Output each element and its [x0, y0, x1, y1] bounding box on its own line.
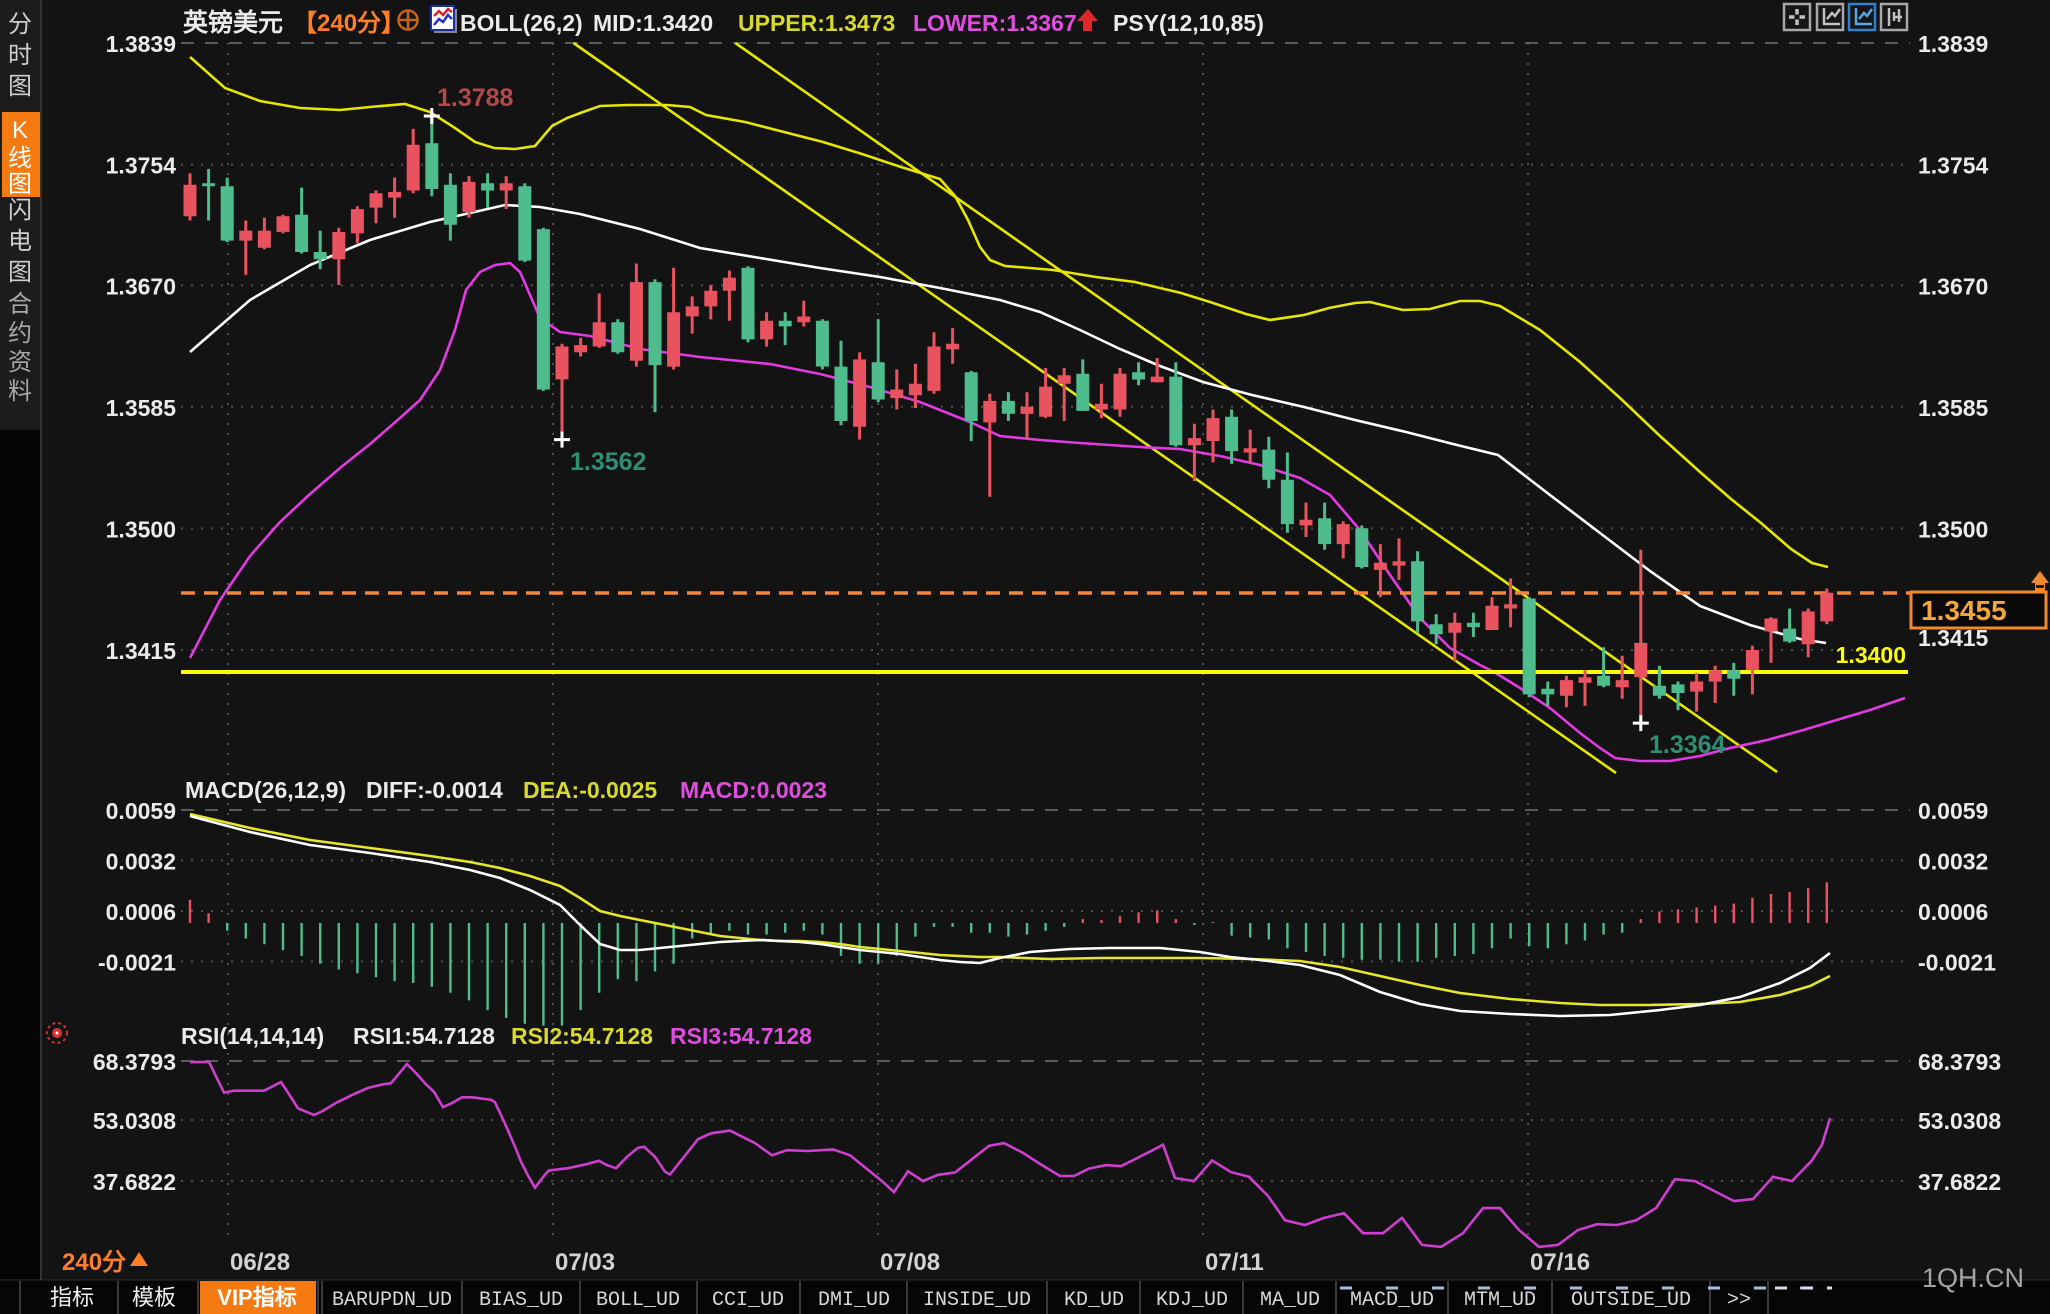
- svg-text:OUTSIDE_UD: OUTSIDE_UD: [1571, 1289, 1691, 1312]
- svg-text:闪: 闪: [8, 197, 32, 224]
- svg-text:CCI_UD: CCI_UD: [712, 1289, 784, 1312]
- svg-text:BOLL_UD: BOLL_UD: [596, 1289, 680, 1312]
- svg-text:VIP指标: VIP指标: [217, 1285, 296, 1310]
- svg-text:BIAS_UD: BIAS_UD: [479, 1289, 563, 1312]
- svg-text:0.0032: 0.0032: [106, 849, 176, 875]
- svg-text:0.0006: 0.0006: [1918, 899, 1988, 925]
- svg-text:BARUPDN_UD: BARUPDN_UD: [332, 1289, 452, 1312]
- svg-text:68.3793: 68.3793: [1918, 1049, 2001, 1075]
- svg-text:1.3415: 1.3415: [106, 638, 177, 664]
- svg-text:07/03: 07/03: [555, 1249, 615, 1276]
- svg-text:240分: 240分: [62, 1249, 126, 1276]
- svg-text:DEA:-0.0025: DEA:-0.0025: [523, 777, 657, 803]
- svg-text:BOLL(26,2): BOLL(26,2): [460, 10, 583, 36]
- svg-text:合: 合: [8, 291, 32, 318]
- svg-text:37.6822: 37.6822: [1918, 1169, 2001, 1195]
- svg-text:料: 料: [8, 378, 32, 405]
- svg-text:MACD(26,12,9): MACD(26,12,9): [185, 777, 346, 803]
- svg-text:1.3455: 1.3455: [1921, 595, 2007, 626]
- svg-text:约: 约: [8, 320, 32, 347]
- svg-text:MID:1.3420: MID:1.3420: [593, 10, 713, 36]
- svg-text:图: 图: [8, 171, 32, 198]
- svg-text:MA_UD: MA_UD: [1260, 1289, 1320, 1312]
- svg-text:MTM_UD: MTM_UD: [1464, 1289, 1536, 1312]
- svg-text:1.3400: 1.3400: [1836, 642, 1906, 668]
- svg-text:1.3585: 1.3585: [1918, 395, 1989, 421]
- svg-text:0.0059: 0.0059: [106, 798, 176, 824]
- svg-text:53.0308: 53.0308: [1918, 1108, 2001, 1134]
- svg-text:07/11: 07/11: [1205, 1249, 1264, 1276]
- svg-text:68.3793: 68.3793: [93, 1049, 176, 1075]
- svg-text:DMI_UD: DMI_UD: [818, 1289, 890, 1312]
- svg-text:图: 图: [8, 73, 32, 100]
- svg-text:1.3500: 1.3500: [1918, 516, 1988, 542]
- svg-text:>>: >>: [1727, 1289, 1751, 1312]
- svg-text:资: 资: [8, 349, 32, 376]
- svg-text:RSI3:54.7128: RSI3:54.7128: [670, 1023, 812, 1049]
- svg-text:1.3585: 1.3585: [106, 395, 177, 421]
- svg-text:RSI1:54.7128: RSI1:54.7128: [353, 1023, 495, 1049]
- svg-text:1.3562: 1.3562: [570, 448, 646, 476]
- svg-text:07/16: 07/16: [1530, 1249, 1590, 1276]
- svg-text:KD_UD: KD_UD: [1064, 1289, 1124, 1312]
- svg-text:LOWER:1.3367: LOWER:1.3367: [913, 10, 1077, 36]
- svg-text:1.3839: 1.3839: [1918, 31, 1988, 57]
- svg-text:1.3788: 1.3788: [437, 84, 514, 112]
- svg-text:UPPER:1.3473: UPPER:1.3473: [738, 10, 895, 36]
- svg-text:INSIDE_UD: INSIDE_UD: [923, 1289, 1031, 1312]
- svg-text:RSI2:54.7128: RSI2:54.7128: [511, 1023, 653, 1049]
- svg-text:【240分】: 【240分】: [293, 10, 405, 37]
- svg-text:RSI(14,14,14): RSI(14,14,14): [181, 1023, 324, 1049]
- svg-text:1.3670: 1.3670: [106, 273, 176, 299]
- svg-text:模板: 模板: [132, 1285, 176, 1310]
- svg-text:分: 分: [8, 11, 32, 38]
- svg-text:1.3754: 1.3754: [106, 153, 177, 179]
- svg-text:英镑美元: 英镑美元: [183, 8, 283, 37]
- svg-text:0.0059: 0.0059: [1918, 798, 1988, 824]
- svg-text:1.3670: 1.3670: [1918, 273, 1988, 299]
- svg-text:07/08: 07/08: [880, 1249, 940, 1276]
- svg-text:KDJ_UD: KDJ_UD: [1156, 1289, 1228, 1312]
- svg-text:1.3364: 1.3364: [1649, 731, 1726, 759]
- svg-text:DIFF:-0.0014: DIFF:-0.0014: [366, 777, 503, 803]
- svg-text:K: K: [12, 117, 28, 144]
- svg-text:指标: 指标: [50, 1285, 94, 1310]
- svg-text:MACD:0.0023: MACD:0.0023: [680, 777, 827, 803]
- svg-text:53.0308: 53.0308: [93, 1108, 176, 1134]
- svg-text:1.3500: 1.3500: [106, 516, 176, 542]
- svg-text:-0.0021: -0.0021: [1918, 950, 1996, 976]
- svg-text:1QH.CN: 1QH.CN: [1922, 1263, 2024, 1293]
- svg-text:PSY(12,10,85): PSY(12,10,85): [1113, 10, 1264, 36]
- svg-text:0.0032: 0.0032: [1918, 849, 1988, 875]
- svg-text:1.3754: 1.3754: [1918, 153, 1989, 179]
- svg-text:图: 图: [8, 259, 32, 286]
- svg-text:MACD_UD: MACD_UD: [1350, 1289, 1434, 1312]
- svg-text:-0.0021: -0.0021: [98, 950, 176, 976]
- svg-text:时: 时: [8, 42, 32, 69]
- svg-text:线: 线: [8, 145, 32, 172]
- svg-text:电: 电: [8, 228, 32, 255]
- svg-text:0.0006: 0.0006: [106, 899, 176, 925]
- svg-text:37.6822: 37.6822: [93, 1169, 176, 1195]
- svg-text:1.3839: 1.3839: [106, 31, 176, 57]
- svg-text:06/28: 06/28: [230, 1249, 290, 1276]
